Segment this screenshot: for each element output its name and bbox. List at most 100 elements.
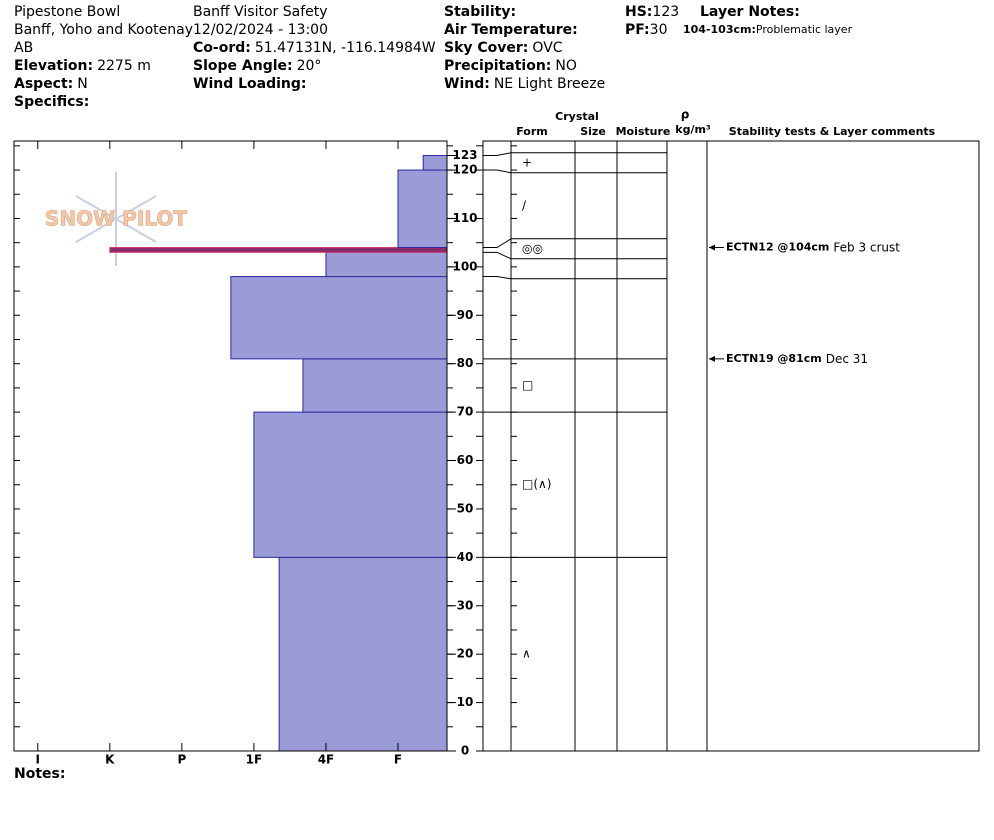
y-tick-label: 120 <box>452 163 477 177</box>
field-value: OVC <box>532 40 562 56</box>
column-header: Crystal <box>555 110 599 123</box>
x-tick-label: K <box>105 753 115 767</box>
column-header: Moisture <box>616 125 671 138</box>
plot-frame <box>13 140 448 752</box>
field-label: Elevation: <box>14 58 93 74</box>
hardness-layer <box>230 276 448 360</box>
header-field: Precipitation: NO <box>444 58 577 74</box>
stability-test: ECTN12 @104cm Feb 3 crust <box>726 240 900 254</box>
field-value: 20° <box>297 58 322 74</box>
y-tick-label: 40 <box>457 550 474 564</box>
header-field: Wind Loading: <box>193 76 307 92</box>
field-label: HS: <box>625 4 652 20</box>
field-label: Wind: <box>444 76 490 92</box>
field-value: 51.47131N, -116.14984W <box>255 40 436 56</box>
x-tick-label: P <box>177 753 186 767</box>
field-value: N <box>77 76 87 92</box>
field-label: Aspect: <box>14 76 73 92</box>
x-tick-label: 4F <box>318 753 335 767</box>
crystal-form: ◎◎ <box>522 241 543 255</box>
notes-label: Notes: <box>14 766 65 782</box>
y-tick-label: 10 <box>457 695 474 709</box>
column-header: Form <box>516 125 548 138</box>
header-field: Stability: <box>444 4 516 20</box>
header-field: Air Temperature: <box>444 22 578 38</box>
field-value: NE Light Breeze <box>494 76 605 92</box>
hardness-layer <box>422 155 448 171</box>
field-label: Slope Angle: <box>193 58 293 74</box>
header-text: Banff, Yoho and Kootenay <box>14 22 193 38</box>
header-field: Specifics: <box>14 94 89 110</box>
header-field: Aspect: N <box>14 76 88 92</box>
note-value: Problematic layer <box>756 23 853 36</box>
crystal-form: □ <box>522 378 533 392</box>
field-label: Specifics: <box>14 94 89 110</box>
y-tick-label: 50 <box>457 501 474 515</box>
header-text: 12/02/2024 - 13:00 <box>193 22 328 38</box>
test-comment: Feb 3 crust <box>833 240 900 254</box>
field-label: Stability: <box>444 4 516 20</box>
field-label: Precipitation: <box>444 58 551 74</box>
x-tick-label: F <box>394 753 402 767</box>
y-tick-label: 20 <box>457 647 474 661</box>
y-tick-label: 70 <box>457 405 474 419</box>
field-value: 123 <box>652 4 679 20</box>
column-header: Size <box>580 125 606 138</box>
layer-connector <box>483 238 512 249</box>
hardness-layer <box>397 169 448 249</box>
layer-connector <box>483 251 512 260</box>
test-comment: Dec 31 <box>826 351 868 365</box>
header-text: Banff Visitor Safety <box>193 4 328 20</box>
y-tick-label: 80 <box>457 356 474 370</box>
header-field: Slope Angle: 20° <box>193 58 321 74</box>
header-field: Wind: NE Light Breeze <box>444 76 605 92</box>
header-field: Elevation: 2275 m <box>14 58 151 74</box>
test-code: ECTN19 @81cm <box>726 352 822 365</box>
field-value: NO <box>555 58 577 74</box>
crystal-form: + <box>522 155 532 169</box>
crystal-form: ∧ <box>522 647 531 661</box>
header-text: Pipestone Bowl <box>14 4 120 20</box>
crystal-form: □(∧) <box>522 477 551 491</box>
header-field: Sky Cover: OVC <box>444 40 563 56</box>
y-tick-label: 30 <box>457 598 474 612</box>
column-header: kg/m³ <box>675 123 711 136</box>
layer-note: 104-103cm:Problematic layer <box>683 23 853 36</box>
layer-notes-title: Layer Notes: <box>700 4 800 20</box>
y-tick-label: 100 <box>452 259 477 273</box>
column-header: Stability tests & Layer comments <box>729 125 936 138</box>
x-tick-label: I <box>36 753 40 767</box>
field-value: 2275 m <box>97 58 151 74</box>
layer-connector <box>483 152 512 157</box>
hardness-layer <box>109 247 448 253</box>
logo-text: SNOW PILOT <box>45 207 187 231</box>
y-tick-label: 0 <box>461 744 469 758</box>
x-tick-label: 1F <box>246 753 263 767</box>
column-header: ρ <box>681 108 690 122</box>
stability-test: ECTN19 @81cm Dec 31 <box>726 351 868 365</box>
arrow-head <box>709 355 715 362</box>
y-tick-label: 110 <box>452 211 477 225</box>
arrow-head <box>709 244 715 251</box>
field-label: PF: <box>625 22 650 38</box>
hardness-layer <box>302 358 448 413</box>
field-label: Co-ord: <box>193 40 251 56</box>
header-field: PF:30 <box>625 22 668 38</box>
field-value: 30 <box>650 22 668 38</box>
test-code: ECTN12 @104cm <box>726 241 829 254</box>
layer-connector <box>483 169 512 174</box>
hardness-layer <box>278 556 448 752</box>
hardness-layer <box>325 251 448 278</box>
y-tick-label: 123 <box>452 148 477 162</box>
header-field: HS:123 <box>625 4 679 20</box>
hardness-layer <box>253 411 448 558</box>
crystal-form: / <box>522 198 527 212</box>
note-label: 104-103cm: <box>683 23 756 36</box>
field-label: Sky Cover: <box>444 40 528 56</box>
header-field: Co-ord: 51.47131N, -116.14984W <box>193 40 436 56</box>
field-label: Air Temperature: <box>444 22 578 38</box>
layer-connector <box>483 276 512 280</box>
field-label: Wind Loading: <box>193 76 307 92</box>
y-tick-label: 90 <box>457 308 474 322</box>
